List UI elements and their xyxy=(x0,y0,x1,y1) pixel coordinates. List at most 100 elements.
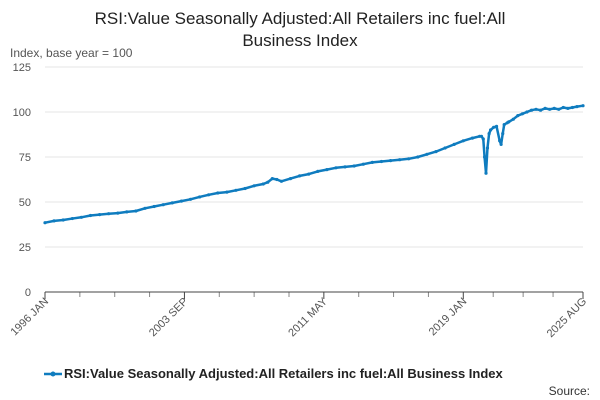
data-point xyxy=(252,184,256,188)
data-point xyxy=(134,209,138,213)
data-point xyxy=(548,107,552,111)
legend-marker xyxy=(50,371,56,377)
data-point xyxy=(481,137,485,141)
chart-title-line-1: RSI:Value Seasonally Adjusted:All Retail… xyxy=(95,9,506,28)
y-tick-label: 125 xyxy=(13,62,31,74)
data-point xyxy=(325,168,329,172)
data-point xyxy=(525,110,529,114)
data-point xyxy=(581,104,585,108)
data-point xyxy=(498,139,502,143)
data-point xyxy=(52,219,56,223)
series-group xyxy=(43,104,585,225)
data-point xyxy=(452,142,456,146)
data-point xyxy=(543,106,547,110)
chart-title-line-2: Business Index xyxy=(242,31,358,50)
x-tick-label: 2025 AUG xyxy=(545,296,589,340)
y-axis-label: Index, base year = 100 xyxy=(10,46,133,60)
data-point xyxy=(61,218,65,222)
data-point xyxy=(261,182,265,186)
data-point xyxy=(270,177,274,181)
data-point xyxy=(370,160,374,164)
data-point xyxy=(407,157,411,161)
data-point xyxy=(234,188,238,192)
data-point xyxy=(125,210,129,214)
data-point xyxy=(361,162,365,166)
data-point xyxy=(434,150,438,154)
data-point xyxy=(461,139,465,143)
data-point xyxy=(70,216,74,221)
data-point xyxy=(388,159,393,163)
data-point xyxy=(288,177,293,181)
x-axis-ticks: 1996 JAN 2003 SEP 2011 MAY 2019 JAN 2025 AUG xyxy=(8,292,589,340)
data-point xyxy=(538,108,543,112)
data-point xyxy=(316,169,320,173)
data-point xyxy=(97,213,102,217)
data-point xyxy=(88,213,93,218)
data-point xyxy=(161,203,165,207)
data-point xyxy=(79,215,83,219)
x-tick-label: 1996 JAN xyxy=(8,296,51,339)
data-point xyxy=(243,186,247,191)
data-point xyxy=(107,212,111,216)
data-point xyxy=(143,206,147,210)
y-axis-ticks: 0 25 50 75 100 125 xyxy=(13,62,31,299)
data-point xyxy=(152,204,156,209)
y-tick-label: 0 xyxy=(25,287,31,299)
data-point xyxy=(170,201,174,205)
data-point xyxy=(492,125,496,129)
gridlines xyxy=(45,66,583,248)
y-tick-label: 75 xyxy=(19,152,31,164)
data-point xyxy=(485,146,490,150)
data-point xyxy=(552,106,556,110)
y-tick-label: 25 xyxy=(19,242,31,254)
data-point xyxy=(197,195,202,199)
data-point xyxy=(566,106,570,110)
y-tick-label: 50 xyxy=(19,197,31,209)
data-point xyxy=(116,211,120,215)
legend-label: RSI:Value Seasonally Adjusted:All Retail… xyxy=(64,366,504,381)
data-point xyxy=(352,164,356,168)
data-point xyxy=(43,221,47,225)
x-tick-label: 2019 JAN xyxy=(427,296,470,339)
data-point xyxy=(479,134,484,138)
data-point xyxy=(470,136,474,140)
legend: RSI:Value Seasonally Adjusted:All Retail… xyxy=(44,366,504,381)
data-point xyxy=(188,197,193,201)
data-point xyxy=(529,108,534,112)
data-point xyxy=(507,120,511,124)
y-tick-label: 100 xyxy=(13,107,31,119)
data-point xyxy=(494,124,499,128)
data-point xyxy=(266,180,270,184)
x-tick-label: 2011 MAY xyxy=(286,295,330,339)
data-point xyxy=(511,117,515,121)
data-point xyxy=(334,166,338,170)
data-point xyxy=(575,105,579,109)
data-point xyxy=(343,165,347,169)
data-point xyxy=(502,123,506,127)
source-label: Source: xyxy=(549,384,590,398)
data-point xyxy=(484,171,488,175)
data-point xyxy=(298,174,302,178)
data-point xyxy=(488,128,493,132)
data-point xyxy=(443,146,447,150)
data-point xyxy=(487,132,491,136)
data-point xyxy=(561,105,565,110)
data-point xyxy=(398,158,402,162)
data-point xyxy=(416,155,420,159)
data-point xyxy=(570,105,575,110)
data-point xyxy=(425,152,429,156)
data-point xyxy=(225,190,229,194)
data-point xyxy=(557,107,561,111)
data-point xyxy=(279,179,284,183)
data-point xyxy=(482,155,487,159)
data-point xyxy=(179,199,183,203)
data-point xyxy=(516,114,520,118)
x-tick-label: 2003 SEP xyxy=(147,296,191,340)
data-point xyxy=(216,191,220,195)
data-point xyxy=(307,172,311,176)
data-point xyxy=(501,132,505,136)
data-point xyxy=(207,193,211,197)
data-point xyxy=(520,112,524,116)
series-line xyxy=(43,104,585,224)
